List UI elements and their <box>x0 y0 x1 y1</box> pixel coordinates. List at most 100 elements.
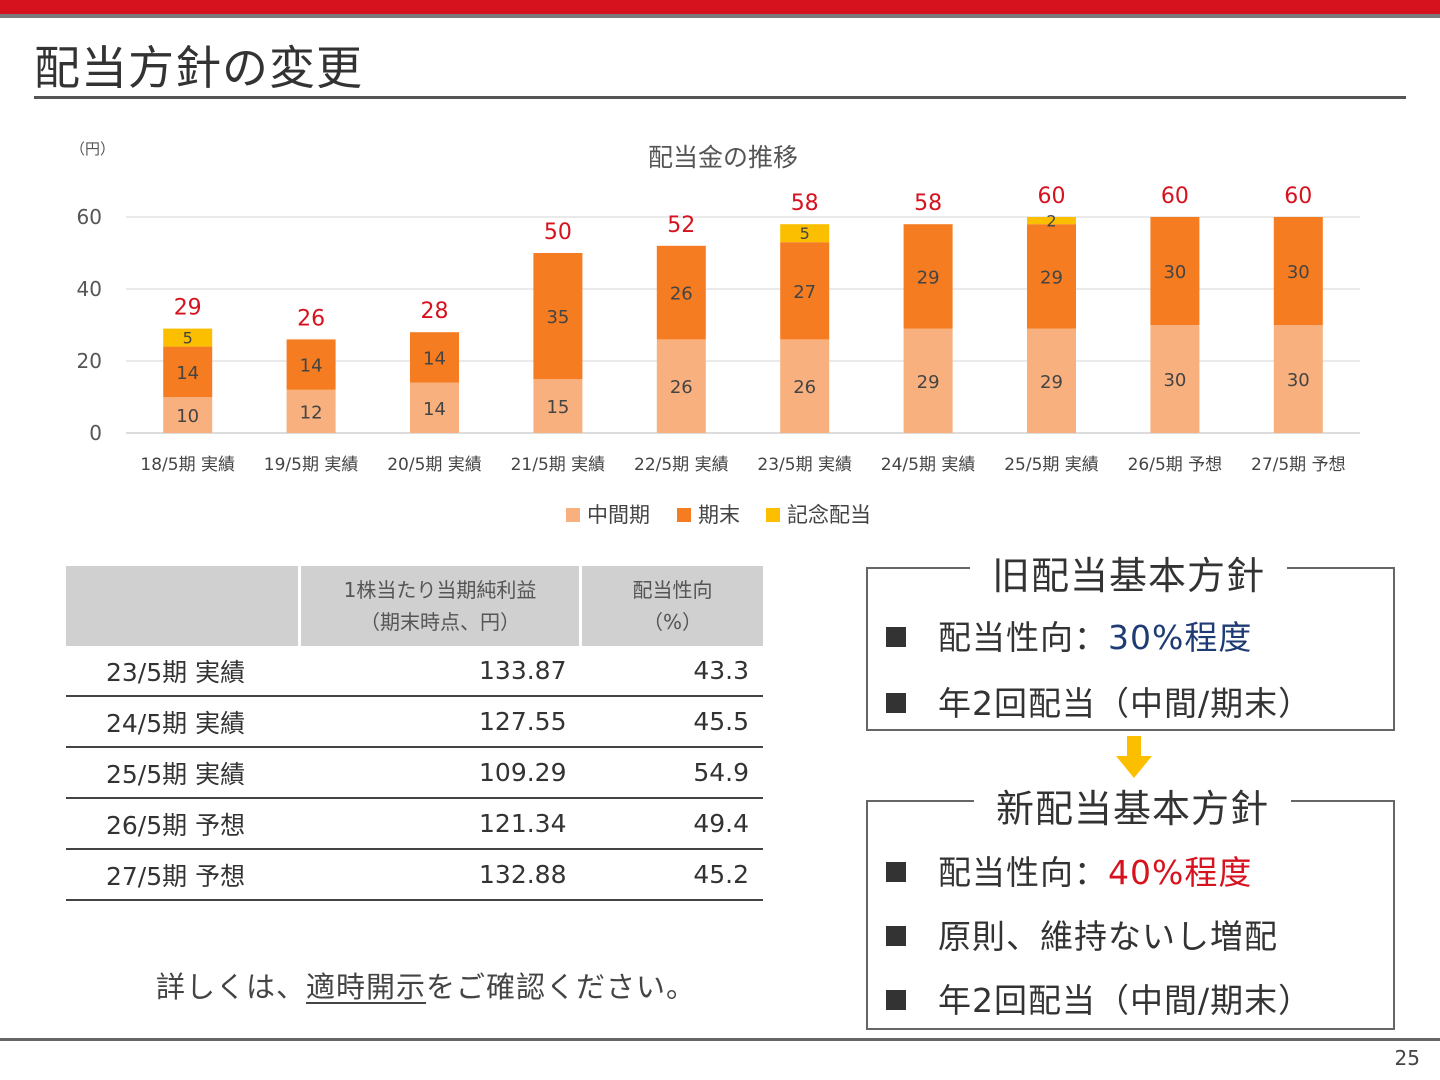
note-prefix: 詳しくは、 <box>156 970 307 1004</box>
x-tick-label: 27/5期 予想 <box>1251 455 1346 475</box>
data-label: 14 <box>423 348 446 369</box>
new-policy-item-frequency: 年2回配当（中間/期末） <box>886 974 1312 1022</box>
row-payout: 45.5 <box>580 696 763 748</box>
row-period: 25/5期 実績 <box>66 747 300 799</box>
bullet-square-icon <box>886 626 906 647</box>
chart-unit-label: （円） <box>70 140 115 158</box>
top-accent-bar <box>0 0 1440 14</box>
row-period: 26/5期 予想 <box>66 798 300 850</box>
bar-segment <box>1027 328 1076 433</box>
total-label: 50 <box>544 220 572 245</box>
x-tick-label: 18/5期 実績 <box>140 455 235 475</box>
bar-segment <box>903 224 953 329</box>
row-payout: 45.2 <box>580 849 763 901</box>
legend-label: 期末 <box>698 503 740 527</box>
x-tick-label: 19/5期 実績 <box>264 455 359 475</box>
bullet-square-icon <box>886 989 906 1010</box>
data-label: 30 <box>1287 370 1310 391</box>
table-row: 23/5期 実績 133.87 43.3 <box>66 646 763 697</box>
row-eps: 127.55 <box>299 696 581 748</box>
row-period: 23/5期 実績 <box>66 646 300 697</box>
bar-segment <box>163 397 213 433</box>
legend-label: 中間期 <box>587 503 650 527</box>
y-tick-label: 20 <box>77 349 102 373</box>
data-label: 15 <box>546 397 569 418</box>
x-tick-label: 23/5期 実績 <box>757 455 852 475</box>
old-policy-box: 旧配当基本方針 配当性向：30%程度 年2回配当（中間/期末） <box>866 545 1395 731</box>
old-policy-item-payout: 配当性向：30%程度 <box>886 611 1252 659</box>
y-tick-label: 40 <box>77 277 102 301</box>
total-label: 26 <box>297 306 325 331</box>
timely-disclosure-link[interactable]: 適時開示 <box>306 970 427 1004</box>
row-period: 27/5期 予想 <box>66 849 300 901</box>
bullet-square-icon <box>886 925 906 946</box>
bar-segment <box>533 379 583 433</box>
bar-segment <box>656 339 706 433</box>
note-suffix: をご確認ください。 <box>426 970 697 1004</box>
data-label: 35 <box>546 307 569 328</box>
page-number: 25 <box>1394 1046 1420 1070</box>
data-label: 30 <box>1163 262 1186 283</box>
y-tick-label: 60 <box>77 205 102 229</box>
row-payout: 43.3 <box>580 646 763 697</box>
data-label: 5 <box>183 329 193 348</box>
data-label: 5 <box>800 224 810 243</box>
disclosure-note: 詳しくは、適時開示をご確認ください。 <box>156 964 696 1006</box>
bar-segment <box>163 328 213 347</box>
old-policy-item-frequency: 年2回配当（中間/期末） <box>886 677 1312 725</box>
x-tick-label: 22/5期 実績 <box>634 455 729 475</box>
total-label: 58 <box>914 191 942 216</box>
data-label: 26 <box>793 377 816 398</box>
bullet-square-icon <box>886 861 906 882</box>
data-label: 14 <box>300 356 323 377</box>
total-label: 60 <box>1161 184 1189 209</box>
bar-segment <box>286 389 336 433</box>
data-label: 10 <box>176 406 199 427</box>
data-label: 12 <box>300 402 323 423</box>
x-tick-label: 21/5期 実績 <box>511 455 606 475</box>
legend-swatch <box>566 508 580 522</box>
data-label: 14 <box>176 363 199 384</box>
data-label: 30 <box>1287 262 1310 283</box>
x-tick-label: 25/5期 実績 <box>1004 455 1099 475</box>
x-tick-label: 20/5期 実績 <box>387 455 482 475</box>
legend-label: 記念配当 <box>787 503 871 527</box>
row-eps: 121.34 <box>299 798 581 850</box>
table-header-payout: 配当性向 （%） <box>580 566 763 646</box>
row-payout: 49.4 <box>580 798 763 850</box>
old-policy-title: 旧配当基本方針 <box>970 545 1288 600</box>
legend-swatch <box>677 508 691 522</box>
total-label: 60 <box>1284 184 1312 209</box>
bar-segment <box>903 328 953 433</box>
bar-segment <box>780 242 830 340</box>
total-label: 28 <box>421 299 449 324</box>
new-policy-title: 新配当基本方針 <box>974 778 1292 833</box>
arrow-down-icon <box>1116 736 1152 778</box>
title-divider <box>34 96 1406 99</box>
eps-payout-table: 1株当たり当期純利益 （期末時点、円） 配当性向 （%） 23/5期 実績 133… <box>66 566 763 901</box>
data-label: 27 <box>793 282 816 303</box>
bar-segment <box>1273 217 1323 325</box>
table-header-eps: 1株当たり当期純利益 （期末時点、円） <box>299 566 582 646</box>
data-label: 29 <box>917 372 940 393</box>
bar-segment <box>1150 325 1200 433</box>
bar-segment <box>780 339 830 433</box>
y-tick-label: 0 <box>89 421 102 445</box>
row-eps: 109.29 <box>299 747 581 799</box>
data-label: 29 <box>1040 267 1063 288</box>
total-label: 52 <box>667 213 695 238</box>
table-row: 24/5期 実績 127.55 45.5 <box>66 696 763 748</box>
bar-segment <box>656 245 706 340</box>
row-eps: 132.88 <box>299 849 581 901</box>
data-label: 30 <box>1163 370 1186 391</box>
data-label: 29 <box>1040 372 1063 393</box>
new-policy-item-maintain: 原則、維持ないし増配 <box>886 910 1278 958</box>
bar-segment <box>410 382 459 433</box>
bar-segment <box>1273 325 1323 433</box>
bar-segment <box>1027 217 1076 225</box>
bar-segment <box>163 346 213 397</box>
total-label: 29 <box>174 296 202 321</box>
row-payout: 54.9 <box>580 747 763 799</box>
new-policy-box: 新配当基本方針 配当性向：40%程度 原則、維持ないし増配 年2回配当（中間/期… <box>866 778 1395 1030</box>
data-label: 26 <box>670 377 693 398</box>
